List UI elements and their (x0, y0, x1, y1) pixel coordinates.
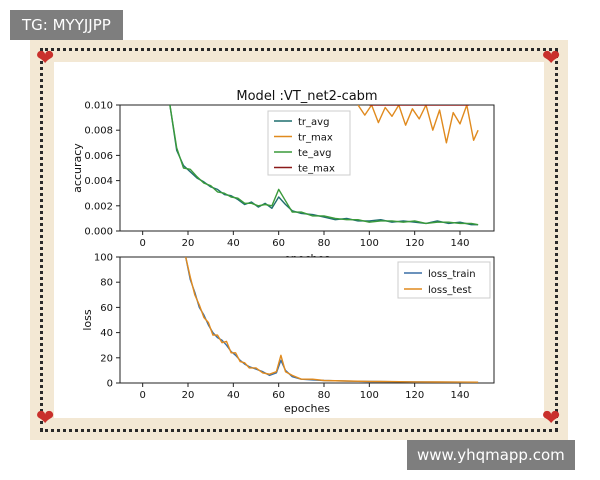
loss-x-tick-label: 20 (182, 390, 195, 401)
accuracy-legend-label: te_max (298, 164, 335, 175)
loss-y-tick-label: 60 (100, 303, 113, 314)
accuracy-y-tick-label: 0.000 (84, 227, 113, 238)
loss-x-tick-label: 100 (360, 390, 379, 401)
accuracy-legend-label: te_avg (298, 148, 331, 159)
loss-y-axis-label: loss (81, 309, 94, 331)
accuracy-y-axis-label: accuracy (71, 143, 84, 193)
accuracy-series-tr-max (357, 105, 479, 144)
accuracy-x-tick-label: 120 (405, 238, 424, 249)
loss-x-tick-label: 80 (318, 390, 331, 401)
loss-x-axis-label: epoches (284, 402, 330, 415)
loss-x-tick-label: 140 (450, 390, 469, 401)
loss-y-tick-label: 0 (107, 379, 113, 390)
accuracy-y-tick-label: 0.004 (84, 176, 113, 187)
accuracy-y-tick-label: 0.006 (84, 151, 113, 162)
accuracy-x-tick-label: 80 (318, 238, 331, 249)
loss-chart: loss epoches 0 20 40 60 80 100 120 140 0 20 40 60 80… (81, 253, 495, 415)
loss-x-tick-label: 60 (272, 390, 285, 401)
accuracy-legend-label: tr_max (298, 133, 333, 144)
accuracy-legend: tr_avg tr_max te_avg te_max (267, 110, 351, 176)
accuracy-legend-label: tr_avg (298, 117, 329, 128)
loss-legend: loss_train loss_test (397, 261, 491, 299)
accuracy-chart: Model :VT_net2-cabm accuracy epoches 020… (71, 89, 495, 265)
heart-decoration-bottom-left: ❤ (36, 406, 55, 431)
loss-y-tick-label: 20 (100, 353, 113, 364)
watermark-bottom-right: www.yhqmapp.com (407, 440, 575, 470)
loss-legend-box (397, 261, 491, 299)
heart-decoration-top-right: ❤ (542, 46, 561, 71)
heart-decoration-top-left: ❤ (36, 46, 55, 71)
dotted-border (40, 48, 558, 432)
loss-legend-label: loss_train (428, 269, 476, 280)
heart-decoration-bottom-right: ❤ (542, 406, 561, 431)
loss-y-tick-label: 80 (100, 278, 113, 289)
accuracy-y-tick-label: 0.008 (84, 126, 113, 137)
accuracy-y-tick-label: 0.010 (84, 101, 113, 112)
loss-legend-label: loss_test (428, 285, 472, 296)
loss-x-tick-label: 0 (139, 390, 145, 401)
accuracy-x-tick-label: 100 (360, 238, 379, 249)
accuracy-x-tick-label: 40 (227, 238, 240, 249)
accuracy-y-tick-label: 0.002 (84, 201, 113, 212)
loss-y-tick-label: 100 (94, 253, 113, 264)
accuracy-x-tick-label: 20 (182, 238, 195, 249)
loss-x-tick-label: 40 (227, 390, 240, 401)
accuracy-x-tick-label: 0 (139, 238, 145, 249)
loss-x-tick-label: 120 (405, 390, 424, 401)
accuracy-chart-title: Model :VT_net2-cabm (236, 89, 377, 104)
loss-series-loss-test (185, 257, 479, 383)
loss-y-tick-label: 40 (100, 328, 113, 339)
accuracy-series-te-avg (169, 105, 479, 226)
watermark-top-left: TG: MYYJJPP (10, 10, 123, 40)
accuracy-x-tick-label: 140 (450, 238, 469, 249)
accuracy-x-tick-label: 60 (272, 238, 285, 249)
